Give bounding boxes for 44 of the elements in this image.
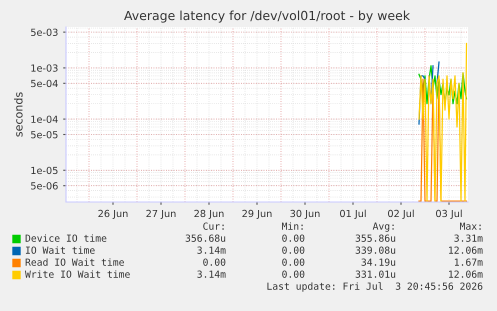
x-tick-label: 28 Jun — [194, 210, 224, 219]
text: 0.00 — [282, 246, 304, 254]
x-tick-label: 01 Jul — [340, 210, 366, 219]
text: 0.00 — [282, 234, 304, 242]
text: Last update: Fri Jul 3 20:45:56 2026 — [267, 282, 482, 292]
text: Avg: — [372, 222, 394, 232]
text: 331.01u — [356, 270, 396, 278]
chart-title: Average latency for /dev/vol01/root - by week — [124, 10, 410, 23]
text: 0.00 — [203, 258, 226, 266]
text: Min: — [282, 222, 303, 230]
text: Cur: — [203, 222, 224, 230]
text: Max: — [460, 222, 481, 230]
legend-label: Read IO Wait time — [26, 258, 124, 266]
line-series — [418, 42, 468, 202]
y-tick-label: 1e-04 — [31, 116, 58, 123]
x-tick-label: 26 Jun — [98, 210, 128, 219]
text: 3.14m — [197, 246, 226, 254]
x-tick-label: 29 Jun — [242, 210, 272, 219]
text: 3.31m — [454, 234, 483, 242]
y-tick-label: 1e-05 — [31, 166, 58, 174]
text: 1.67m — [454, 258, 483, 266]
text: 356.68u — [186, 234, 226, 242]
y-tick-label: 5e-03 — [31, 28, 58, 36]
legend-label: Write IO Wait time — [25, 270, 130, 278]
x-tick-label: 03 Jul — [436, 210, 462, 219]
y-tick-label: 5e-05 — [31, 130, 58, 138]
y-tick-label: 5e-06 — [31, 182, 58, 190]
text: 355.86u — [356, 234, 396, 242]
y-axis-title: seconds — [14, 92, 23, 137]
text: 34.19u — [362, 258, 396, 266]
text: 12.06m — [449, 270, 483, 278]
text: 0.00 — [282, 270, 304, 278]
legend-label: IO Wait time — [26, 246, 95, 254]
text: 0.00 — [282, 258, 304, 266]
legend-label: Device IO time — [26, 234, 106, 242]
text: 3.14m — [197, 270, 226, 278]
x-tick-label: 27 Jun — [146, 210, 176, 219]
x-tick-label: 30 Jun — [290, 210, 320, 219]
y-tick-label: 1e-03 — [31, 64, 58, 72]
line-series — [418, 65, 468, 104]
text: 339.08u — [356, 246, 396, 254]
y-tick-label: 5e-04 — [31, 80, 58, 88]
text: 12.06m — [449, 246, 483, 254]
x-tick-label: 02 Jul — [388, 210, 414, 219]
